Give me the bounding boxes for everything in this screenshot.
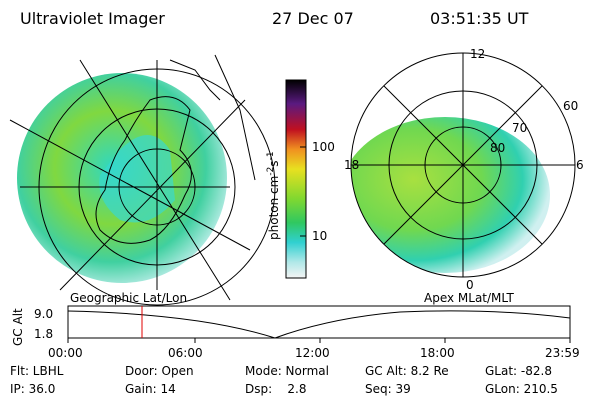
status-item: GLat: -82.8 xyxy=(485,364,552,378)
alt-y-tick: 1.8 xyxy=(34,327,53,341)
alt-y-tick: 9.0 xyxy=(34,307,53,321)
status-item: Mode: Normal xyxy=(245,364,329,378)
colorbar xyxy=(285,79,307,279)
status-item: Flt: LBHL xyxy=(10,364,64,378)
colorbar-label: photon cm-2s-1 xyxy=(266,151,281,240)
status-item: GC Alt: 8.2 Re xyxy=(365,364,449,378)
right-panel-label: Apex MLat/MLT xyxy=(424,291,514,305)
unit-exp: -2 xyxy=(266,167,276,176)
alt-x-tick: 00:00 xyxy=(48,346,83,360)
status-item: Door: Open xyxy=(125,364,194,378)
mlt-label: 12 xyxy=(470,47,485,61)
status-item: GLon: 210.5 xyxy=(485,382,558,396)
status-item: Gain: 14 xyxy=(125,382,176,396)
lat-label: 60 xyxy=(563,99,578,113)
geographic-image xyxy=(9,54,276,306)
date: 27 Dec 07 xyxy=(272,9,354,28)
mlt-label: 6 xyxy=(576,158,584,172)
colorbar-tick-label: 100 xyxy=(312,140,335,154)
unit-exp: -1 xyxy=(266,151,276,160)
status-block: Flt: LBHL Door: Open Mode: Normal GC Alt: 8… xyxy=(10,364,558,396)
status-item: Dsp: 2.8 xyxy=(245,382,307,396)
alt-x-tick: 12:00 xyxy=(295,346,330,360)
alt-x-tick: 06:00 xyxy=(168,346,203,360)
time: 03:51:35 UT xyxy=(430,9,529,28)
title: Ultraviolet Imager xyxy=(20,9,165,28)
unit-mid: s xyxy=(267,160,281,166)
colorbar-tick-label: 10 xyxy=(312,229,327,243)
left-panel-label: Geographic Lat/Lon xyxy=(70,291,187,305)
magnetic-image xyxy=(350,52,576,278)
status-item: Seq: 39 xyxy=(365,382,411,396)
lat-label: 80 xyxy=(490,141,505,155)
altitude-plot xyxy=(67,305,571,343)
lat-label: 70 xyxy=(512,121,527,135)
mlt-label: 18 xyxy=(344,158,359,172)
mlt-label: 0 xyxy=(466,278,474,292)
alt-y-label: GC Alt xyxy=(11,308,25,346)
unit-base: photon cm xyxy=(267,176,281,240)
alt-x-tick: 23:59 xyxy=(545,346,580,360)
status-item: IP: 36.0 xyxy=(10,382,55,396)
alt-x-tick: 18:00 xyxy=(420,346,455,360)
